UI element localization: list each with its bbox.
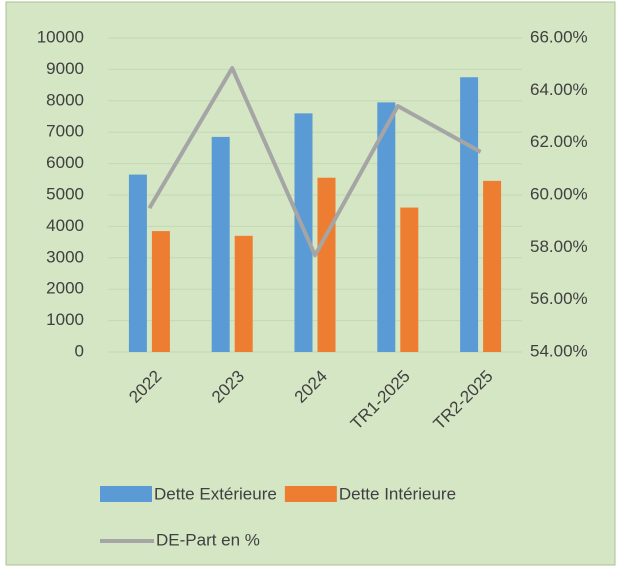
y-tick-label: 1000 [46, 310, 84, 329]
legend-swatch [100, 486, 152, 502]
y-tick-label: 4000 [46, 216, 84, 235]
y2-tick-label: 66.00% [530, 27, 588, 46]
y2-tick-label: 64.00% [530, 80, 588, 99]
y2-tick-label: 58.00% [530, 237, 588, 256]
y-tick-label: 9000 [46, 59, 84, 78]
bar [128, 174, 147, 352]
legend-label: Dette Intérieure [339, 484, 456, 503]
y2-tick-label: 56.00% [530, 289, 588, 308]
legend-label: DE-Part en % [156, 530, 260, 549]
bar [151, 231, 170, 352]
y-tick-label: 6000 [46, 153, 84, 172]
bar [317, 177, 336, 352]
y-tick-label: 8000 [46, 90, 84, 109]
y2-tick-label: 60.00% [530, 184, 588, 203]
line [147, 66, 482, 258]
y-tick-label: 2000 [46, 279, 84, 298]
bar [234, 235, 253, 352]
y-tick-label: 3000 [46, 247, 84, 266]
y-tick-label: 5000 [46, 184, 84, 203]
bar [377, 102, 396, 353]
bar [211, 136, 230, 352]
bar [483, 180, 502, 352]
legend-label: Dette Extérieure [154, 484, 277, 503]
y-tick-label: 10000 [37, 27, 84, 46]
y-tick-label: 0 [75, 341, 84, 360]
y-tick-label: 7000 [46, 122, 84, 141]
y2-tick-label: 62.00% [530, 132, 588, 151]
legend-swatch [284, 486, 337, 502]
y2-tick-label: 54.00% [530, 341, 588, 360]
bar [460, 77, 479, 352]
bar [400, 207, 419, 352]
